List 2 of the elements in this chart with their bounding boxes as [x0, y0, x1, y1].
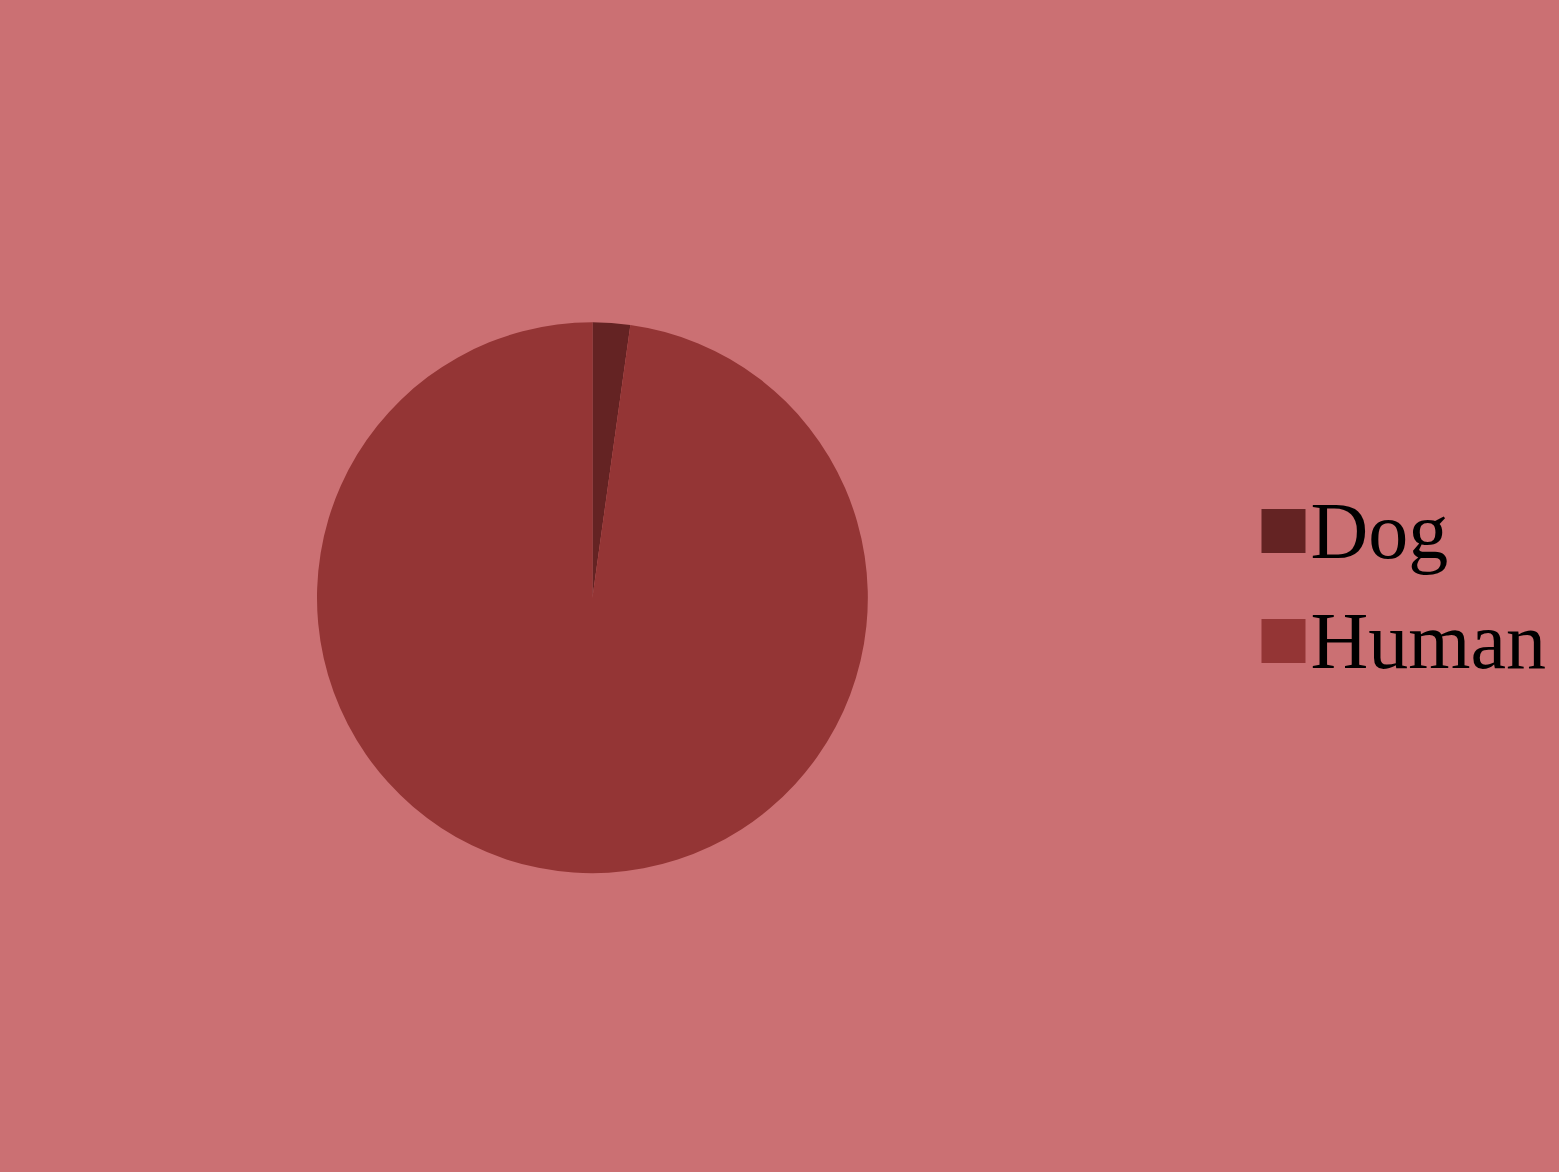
- legend-label: Dog: [1310, 487, 1449, 575]
- legend-label: Human: [1310, 597, 1547, 685]
